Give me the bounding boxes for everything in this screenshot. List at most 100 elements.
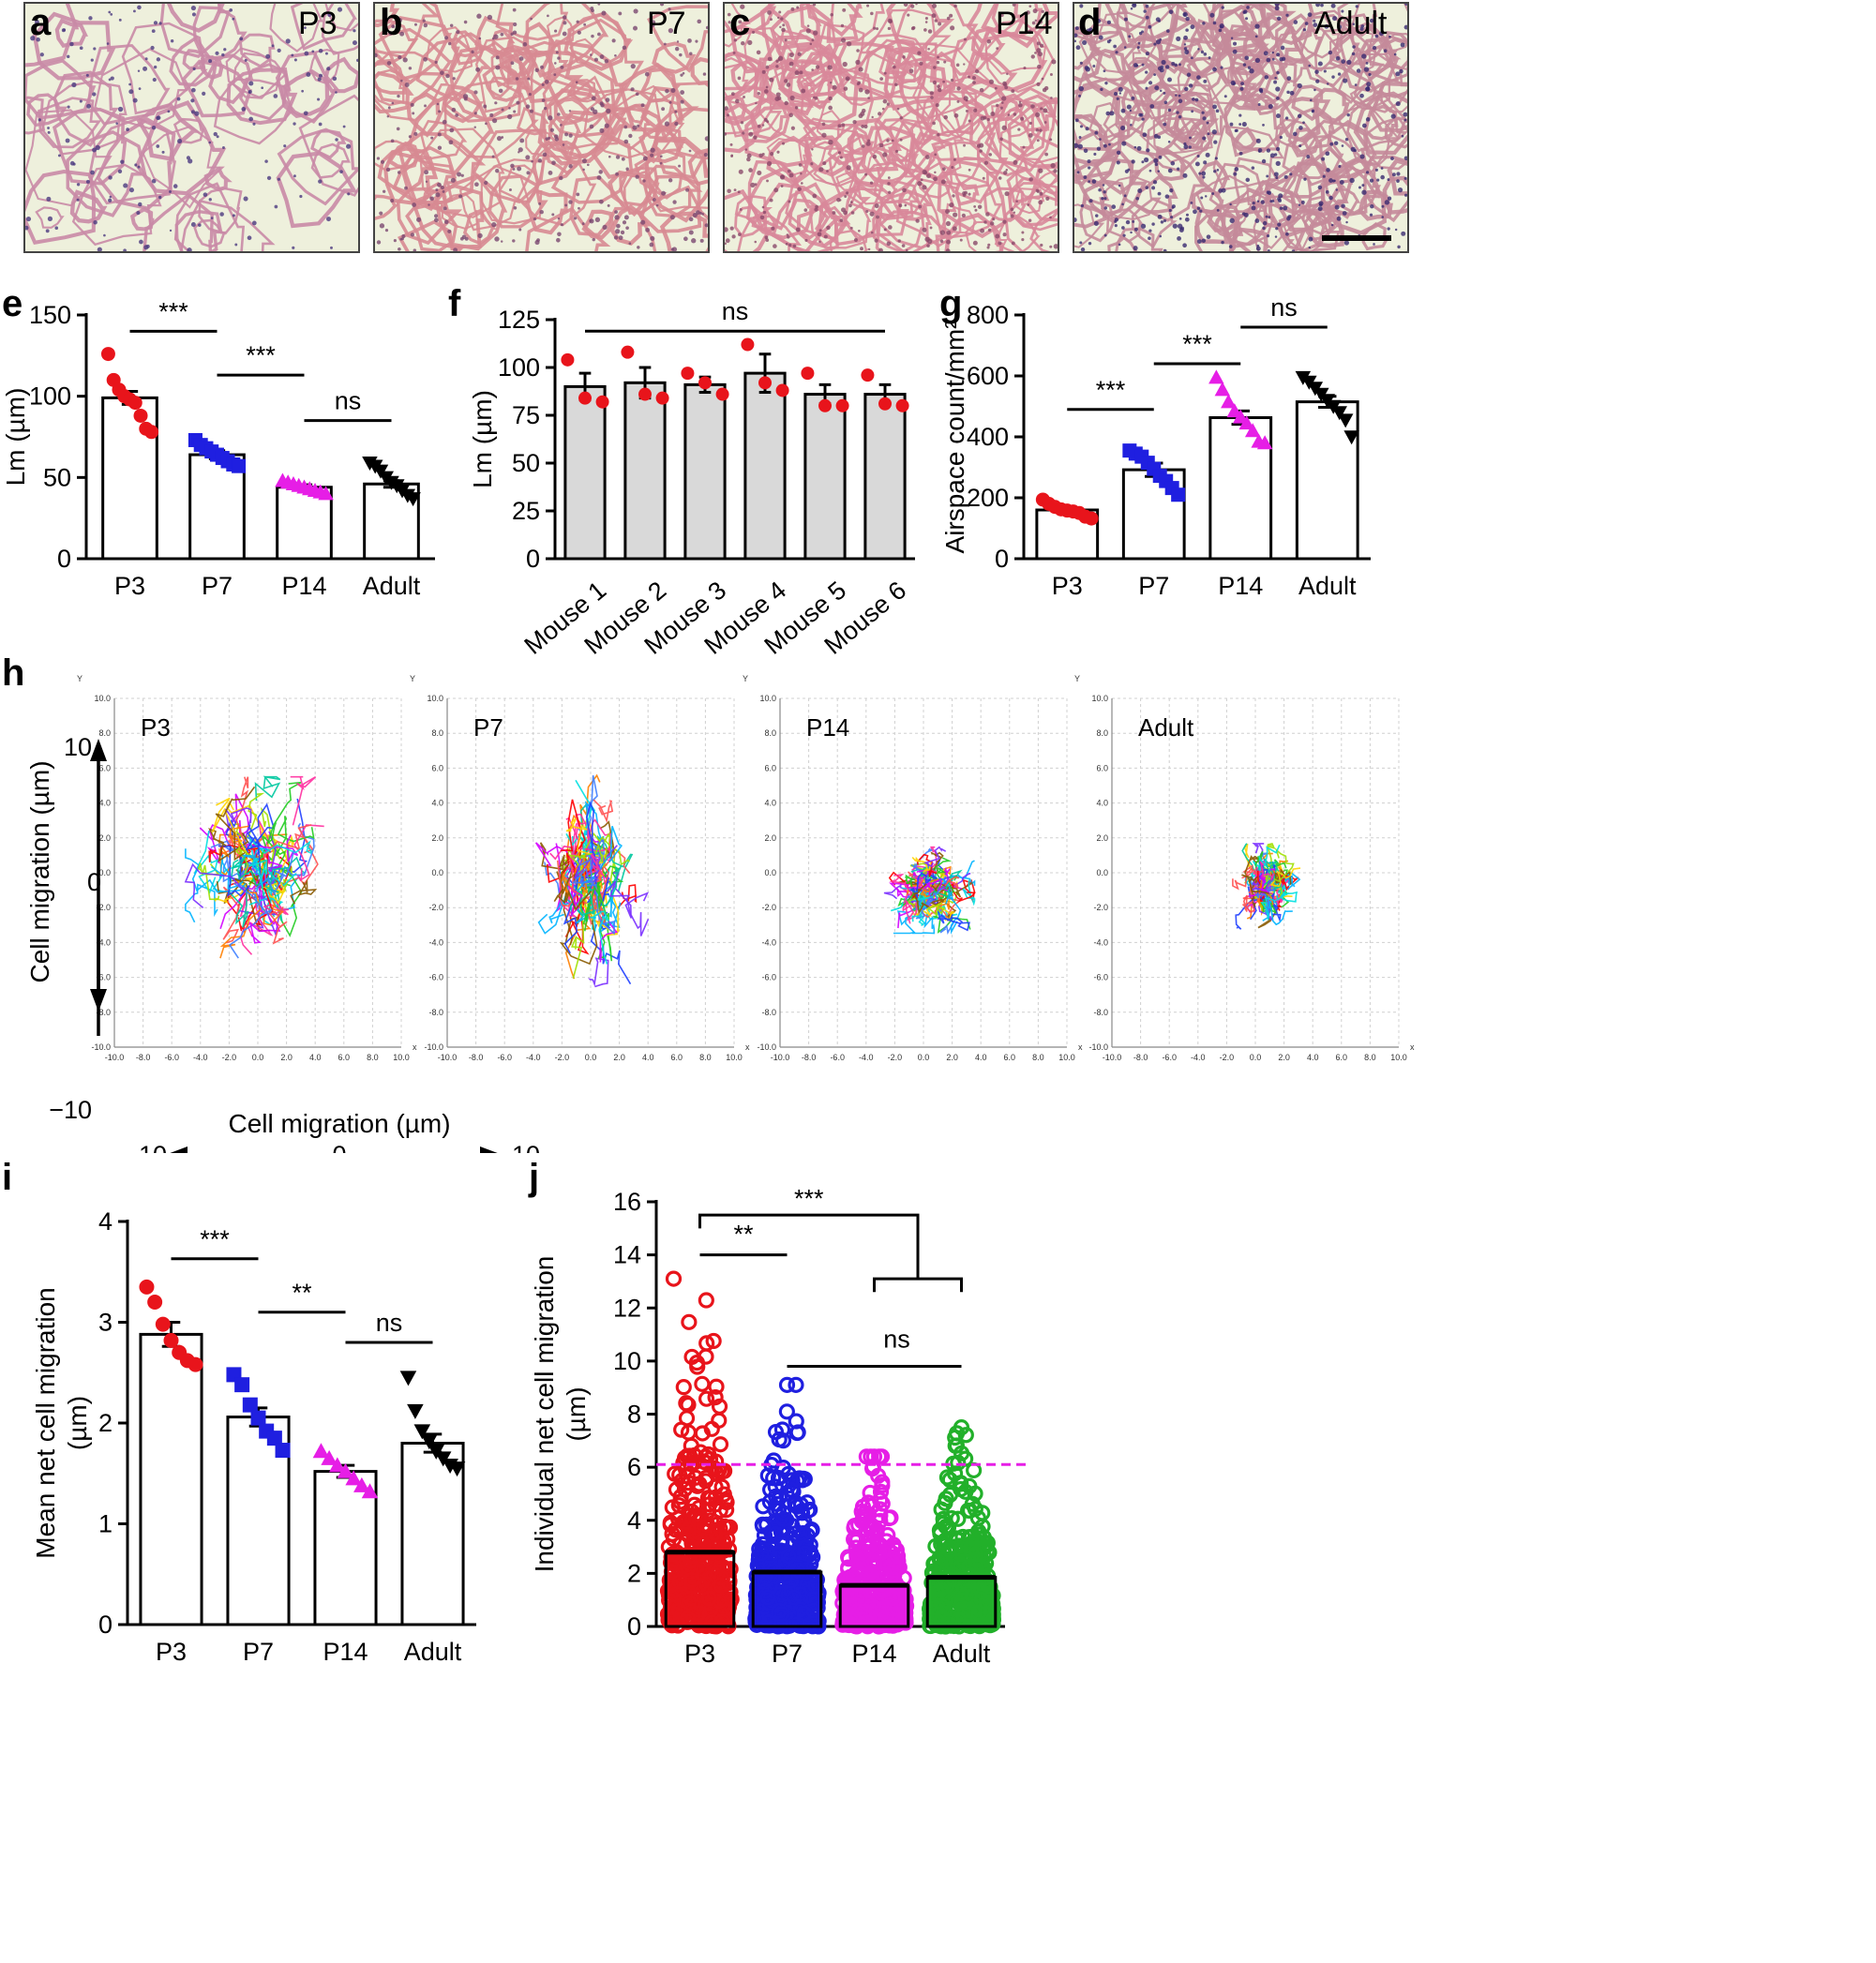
nucleus	[495, 65, 501, 70]
nucleus	[812, 4, 817, 7]
nucleus	[1039, 191, 1043, 196]
nucleus	[863, 124, 868, 129]
y-tick-label: 4	[98, 1207, 113, 1236]
nucleus	[1143, 157, 1149, 163]
nucleus	[1004, 191, 1010, 197]
nucleus	[1223, 95, 1227, 98]
alveolar-wall	[480, 158, 546, 225]
nucleus	[1263, 51, 1268, 56]
nucleus	[765, 65, 770, 69]
nucleus	[379, 223, 385, 229]
nucleus	[1403, 176, 1407, 180]
nucleus	[756, 50, 761, 55]
nucleus	[71, 82, 77, 88]
nucleus	[1205, 152, 1210, 157]
nucleus	[780, 185, 784, 187]
nucleus	[311, 50, 315, 53]
cell-track	[1260, 892, 1290, 921]
nucleus	[1109, 111, 1115, 116]
alveolar-wall	[758, 64, 827, 143]
nucleus	[858, 67, 863, 72]
nucleus	[762, 210, 767, 215]
nucleus	[1284, 116, 1289, 120]
nucleus	[933, 66, 937, 69]
nucleus	[1289, 172, 1293, 176]
nucleus	[866, 4, 870, 7]
nucleus	[604, 59, 609, 64]
nucleus	[1337, 24, 1343, 30]
nucleus	[559, 123, 563, 127]
nucleus	[996, 103, 999, 107]
nucleus	[562, 31, 567, 37]
nucleus	[858, 229, 861, 232]
x-tick-label: P14	[1218, 572, 1263, 600]
nucleus	[1194, 97, 1199, 102]
cell-track	[923, 846, 947, 868]
alveolar-wall	[1207, 204, 1243, 232]
data-point	[1337, 413, 1354, 428]
x-tick-label: -2.0	[888, 1053, 903, 1062]
nucleus	[986, 38, 992, 44]
nucleus	[1196, 206, 1201, 211]
nucleus	[839, 199, 842, 202]
nucleus	[1403, 156, 1407, 161]
nucleus	[843, 210, 848, 216]
nucleus	[1174, 63, 1178, 67]
alveolar-wall	[378, 16, 460, 82]
cell-track	[601, 865, 624, 883]
nucleus	[190, 110, 195, 114]
alveolar-wall	[1378, 79, 1407, 113]
nucleus	[1393, 52, 1397, 56]
cell-track	[889, 873, 913, 905]
y-tick-label: 8.0	[431, 728, 443, 738]
alveolar-wall	[553, 97, 593, 127]
alveolar-wall	[462, 208, 497, 246]
nucleus	[1313, 88, 1316, 92]
data-point	[578, 391, 592, 405]
nucleus	[1013, 211, 1016, 214]
nucleus	[1168, 208, 1172, 213]
x-tick-label: 0.0	[252, 1053, 264, 1062]
nucleus	[883, 228, 887, 232]
individual-point	[796, 1605, 813, 1622]
nucleus	[1341, 59, 1346, 64]
nucleus	[1026, 10, 1030, 15]
alveolar-wall	[916, 51, 957, 97]
alveolar-wall	[1358, 189, 1393, 221]
nucleus	[513, 110, 517, 113]
y-tick-label: 4.0	[98, 799, 111, 808]
nucleus	[1238, 123, 1242, 126]
nucleus	[540, 65, 544, 69]
nucleus	[1206, 121, 1209, 125]
individual-point	[934, 1609, 951, 1626]
nucleus	[956, 99, 960, 103]
nucleus	[1003, 82, 1008, 87]
cell-track	[224, 807, 252, 839]
nucleus	[1183, 35, 1188, 40]
nucleus	[188, 158, 193, 164]
nucleus	[996, 47, 999, 51]
cell-track	[1256, 875, 1274, 906]
nucleus	[484, 180, 488, 186]
nucleus	[544, 80, 549, 84]
nucleus	[1035, 112, 1041, 117]
nucleus	[489, 112, 494, 117]
nucleus	[1137, 41, 1141, 45]
nucleus	[1275, 146, 1281, 152]
nucleus	[1001, 96, 1007, 101]
nucleus	[1342, 211, 1347, 216]
alveolar-wall	[634, 149, 686, 200]
cell-track	[248, 917, 281, 944]
alveolar-wall	[892, 46, 928, 83]
nucleus	[763, 89, 769, 94]
x-tick-label: 2.0	[280, 1053, 293, 1062]
nucleus	[156, 115, 161, 120]
nucleus	[169, 229, 173, 232]
nucleus	[972, 240, 978, 246]
data-point	[155, 1316, 171, 1332]
nucleus	[1035, 188, 1040, 193]
nucleus	[563, 21, 567, 25]
individual-point	[963, 1581, 981, 1597]
nucleus	[782, 142, 786, 145]
data-point	[698, 376, 712, 390]
